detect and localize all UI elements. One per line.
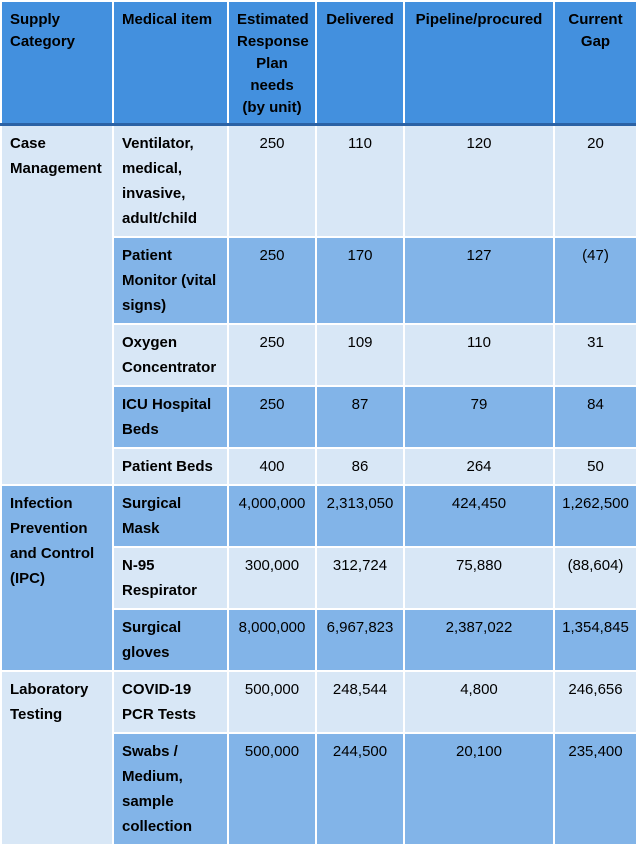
column-header-pipeline-procured: Pipeline/procured xyxy=(403,0,555,126)
item-cell: COVID-19 PCR Tests xyxy=(112,670,229,734)
value-cell-needs: 500,000 xyxy=(227,732,317,846)
value-cell-delivered: 170 xyxy=(315,236,405,325)
value-cell-delivered: 2,313,050 xyxy=(315,484,405,548)
value-cell-needs: 250 xyxy=(227,236,317,325)
item-cell: Patient Beds xyxy=(112,447,229,486)
value-cell-delivered: 109 xyxy=(315,323,405,387)
value-cell-pipeline: 424,450 xyxy=(403,484,555,548)
value-cell-needs: 300,000 xyxy=(227,546,317,610)
value-cell-delivered: 312,724 xyxy=(315,546,405,610)
value-cell-pipeline: 110 xyxy=(403,323,555,387)
table-row: Oxygen Concentrator 250 109 110 31 xyxy=(1,323,636,387)
item-cell: Surgical gloves xyxy=(112,608,229,672)
value-cell-needs: 400 xyxy=(227,447,317,486)
value-cell-gap: 1,262,500 xyxy=(553,484,636,548)
value-cell-needs: 8,000,000 xyxy=(227,608,317,672)
value-cell-delivered: 244,500 xyxy=(315,732,405,846)
value-cell-gap: (88,604) xyxy=(553,546,636,610)
value-cell-delivered: 86 xyxy=(315,447,405,486)
value-cell-pipeline: 264 xyxy=(403,447,555,486)
table-row: Patient Beds 400 86 264 50 xyxy=(1,447,636,486)
table-row: Infection Prevention and Control (IPC) Su… xyxy=(0,484,636,672)
column-header-delivered: Delivered xyxy=(315,0,405,126)
column-header-current-gap: Current Gap xyxy=(553,0,636,126)
value-cell-delivered: 87 xyxy=(315,385,405,449)
value-cell-needs: 250 xyxy=(227,385,317,449)
column-header-estimated-response-plan-needs-by-unit: Estimated Response Plan needs (by unit) xyxy=(227,0,317,126)
value-cell-gap: 20 xyxy=(553,123,636,238)
value-cell-gap: 246,656 xyxy=(553,670,636,734)
value-cell-pipeline: 120 xyxy=(403,123,555,238)
table-row: Patient Monitor (vital signs) 250 170 127 (4… xyxy=(1,236,636,325)
value-cell-gap: 84 xyxy=(553,385,636,449)
item-cell: Ventilator, medical, invasive, adult/chi… xyxy=(112,123,229,238)
item-cell: Swabs / Medium, sample collection xyxy=(112,732,229,846)
value-cell-delivered: 248,544 xyxy=(315,670,405,734)
table-row: Case Management Ventilator, medical, inva… xyxy=(0,123,636,486)
value-cell-pipeline: 127 xyxy=(403,236,555,325)
value-cell-gap: (47) xyxy=(553,236,636,325)
column-header-medical-item: Medical item xyxy=(112,0,229,126)
value-cell-gap: 235,400 xyxy=(553,732,636,846)
value-cell-delivered: 6,967,823 xyxy=(315,608,405,672)
value-cell-needs: 250 xyxy=(227,123,317,238)
value-cell-needs: 4,000,000 xyxy=(227,484,317,548)
value-cell-pipeline: 4,800 xyxy=(403,670,555,734)
category-cell-case-management: Case Management xyxy=(0,123,114,486)
item-cell: ICU Hospital Beds xyxy=(112,385,229,449)
value-cell-gap: 31 xyxy=(553,323,636,387)
category-cell-laboratory-testing: Laboratory Testing xyxy=(0,670,114,846)
value-cell-delivered: 110 xyxy=(315,123,405,238)
table-row: Surgical gloves 8,000,000 6,967,823 2,387,0… xyxy=(1,608,636,672)
item-cell: N-95 Respirator xyxy=(112,546,229,610)
item-cell: Patient Monitor (vital signs) xyxy=(112,236,229,325)
value-cell-gap: 1,354,845 xyxy=(553,608,636,672)
category-cell-infection-prevention-and-control-ipc: Infection Prevention and Control (IPC) xyxy=(0,484,114,672)
value-cell-pipeline: 2,387,022 xyxy=(403,608,555,672)
value-cell-pipeline: 20,100 xyxy=(403,732,555,846)
value-cell-needs: 500,000 xyxy=(227,670,317,734)
item-cell: Surgical Mask xyxy=(112,484,229,548)
header-row: Supply Category Medical item Estimated Res… xyxy=(0,0,636,126)
table-row: N-95 Respirator 300,000 312,724 75,880 (88,6… xyxy=(1,546,636,610)
value-cell-pipeline: 75,880 xyxy=(403,546,555,610)
table-row: Laboratory Testing COVID-19 PCR Tests 500,… xyxy=(0,670,636,846)
column-header-supply-category: Supply Category xyxy=(0,0,114,126)
value-cell-pipeline: 79 xyxy=(403,385,555,449)
item-cell: Oxygen Concentrator xyxy=(112,323,229,387)
table-row: ICU Hospital Beds 250 87 79 84 xyxy=(1,385,636,449)
value-cell-needs: 250 xyxy=(227,323,317,387)
value-cell-gap: 50 xyxy=(553,447,636,486)
